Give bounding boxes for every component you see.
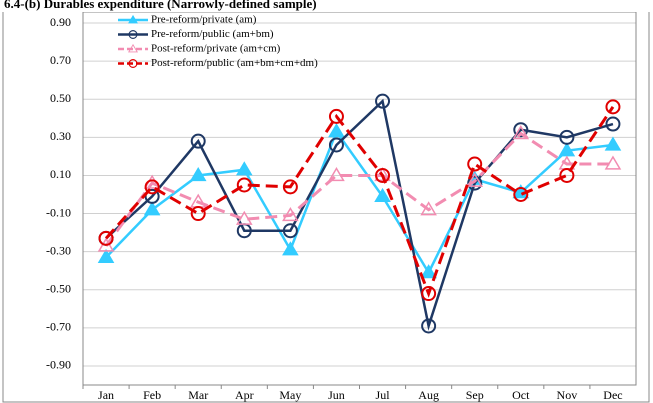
marker xyxy=(144,188,160,204)
y-tick-label: -0.30 xyxy=(46,243,71,257)
marker xyxy=(559,129,575,145)
legend-label: Post-reform/private (am+cm) xyxy=(151,43,281,55)
legend-marker xyxy=(128,58,138,68)
y-tick-label: -0.90 xyxy=(46,358,71,372)
marker xyxy=(235,210,253,225)
title-bg xyxy=(0,0,653,12)
x-tick-label: Feb xyxy=(143,388,161,402)
marker xyxy=(374,187,391,203)
marker xyxy=(282,241,299,256)
series-line xyxy=(104,106,615,298)
marker xyxy=(190,206,206,222)
y-tick-label: 0.30 xyxy=(50,129,71,143)
marker xyxy=(282,206,299,222)
legend-label: Pre-reform/private (am) xyxy=(151,14,257,26)
marker xyxy=(467,175,483,191)
marker xyxy=(374,166,391,182)
marker xyxy=(466,172,484,187)
marker xyxy=(604,155,622,170)
marker xyxy=(375,167,391,183)
x-tick-label: Nov xyxy=(557,388,578,402)
marker xyxy=(467,156,483,172)
marker xyxy=(328,137,344,153)
y-tick-label: -0.50 xyxy=(46,282,71,296)
marker xyxy=(144,179,160,195)
series-line xyxy=(105,98,614,331)
marker xyxy=(282,223,298,239)
marker xyxy=(328,166,345,182)
marker xyxy=(421,318,437,334)
marker xyxy=(189,166,207,182)
marker xyxy=(420,264,437,279)
marker xyxy=(143,201,161,216)
y-tick-label: 0.70 xyxy=(50,53,71,67)
marker xyxy=(235,161,253,176)
series-line xyxy=(105,129,614,276)
legend-marker xyxy=(128,43,138,53)
marker xyxy=(98,230,114,246)
marker xyxy=(328,108,344,124)
marker xyxy=(513,187,529,202)
x-tick-label: Jan xyxy=(98,388,114,402)
x-tick-label: May xyxy=(279,388,301,402)
x-tick-label: Dec xyxy=(603,388,622,402)
x-tick-label: Jul xyxy=(376,388,391,402)
plot-area: -0.90 -0.70 -0.50 -0.30 -0.10 0.10 0.30 0.50 0.7… xyxy=(46,11,637,402)
legend-label: Pre-reform/public (am+bm) xyxy=(151,28,274,40)
chart-frame xyxy=(2,10,650,403)
y-tick-label: 0.50 xyxy=(50,91,71,105)
y-tick-label: -0.10 xyxy=(46,205,71,219)
series-line xyxy=(104,131,613,247)
marker xyxy=(328,123,345,138)
legend-label: Post-reform/public (am+bm+cm+dm) xyxy=(151,57,318,69)
marker xyxy=(190,133,206,149)
marker xyxy=(421,286,437,302)
marker xyxy=(236,177,252,193)
marker xyxy=(605,99,621,115)
x-tick-label: Oct xyxy=(512,388,530,402)
y-tick-label: -0.70 xyxy=(46,320,71,334)
x-tick-label: Sep xyxy=(466,388,484,402)
marker xyxy=(513,122,529,138)
legend-marker xyxy=(128,29,138,40)
x-tick-label: Aug xyxy=(418,388,439,402)
chart-title: 6.4-(b) Durables expenditure (Narrowly-d… xyxy=(4,0,317,11)
x-tick-label: Apr xyxy=(235,388,254,402)
marker xyxy=(97,248,115,264)
marker xyxy=(512,125,530,140)
legend-marker xyxy=(128,14,138,24)
marker xyxy=(605,116,621,132)
y-tick-label: 0.90 xyxy=(50,15,71,29)
marker xyxy=(420,201,437,216)
x-tick-label: Mar xyxy=(188,388,208,402)
marker xyxy=(559,167,575,183)
marker xyxy=(282,179,298,195)
x-tick-label: Jun xyxy=(328,388,345,402)
marker xyxy=(604,136,622,151)
marker xyxy=(375,93,391,109)
y-tick-label: 0.10 xyxy=(50,167,71,181)
